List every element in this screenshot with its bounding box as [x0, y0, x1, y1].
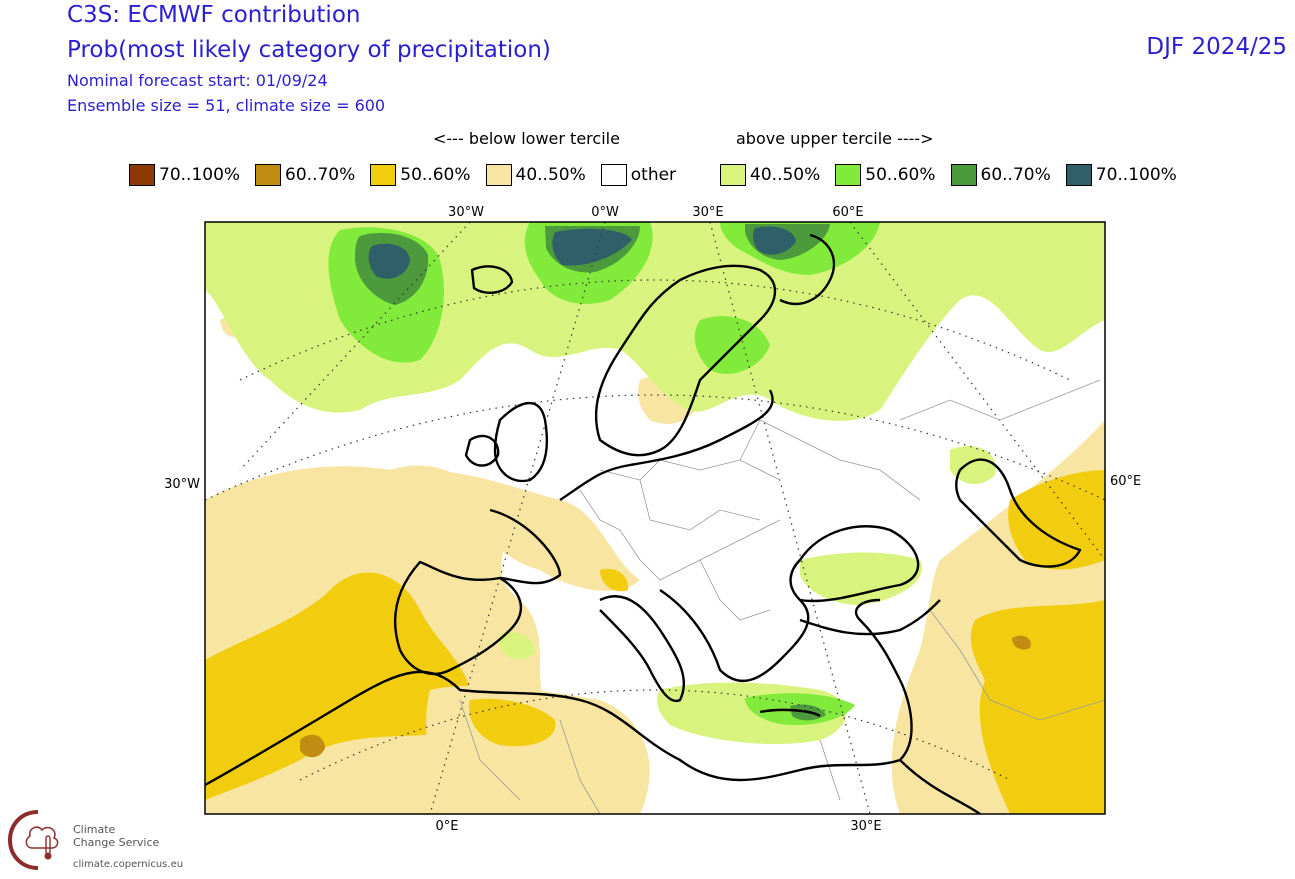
- legend-swatch: [835, 164, 862, 186]
- dry-region-atlantic-core: [205, 572, 472, 800]
- legend-swatch: [600, 164, 627, 186]
- top-lon-label-0w: 0°W: [591, 205, 619, 220]
- legend-label: 50..60%: [865, 165, 936, 185]
- legend-item: 40..50%: [720, 164, 820, 186]
- logo-url: climate.copernicus.eu: [73, 859, 184, 870]
- wet-region-finland: [694, 316, 770, 374]
- bottom-lon-label-0e: 0°E: [436, 819, 459, 834]
- legend-item: 50..60%: [835, 164, 936, 186]
- ensemble-size-text: Ensemble size = 51, climate size = 600: [67, 96, 386, 115]
- below-tercile-label: <--- below lower tercile: [433, 129, 620, 148]
- graticule-meridian-30w: [239, 222, 471, 471]
- legend-item: 60..70%: [950, 164, 1051, 186]
- legend-item: 70..100%: [129, 164, 240, 186]
- coast-balkans: [659, 589, 810, 682]
- legend-label: 70..100%: [159, 165, 241, 185]
- coastlines: [205, 233, 1082, 814]
- wet-region-norwegian-peak: [552, 228, 632, 266]
- probability-field: [205, 222, 1105, 814]
- coast-scandinavia: [594, 264, 777, 457]
- wet-region-greenland-peak: [368, 243, 410, 279]
- legend-swatch: [485, 164, 512, 186]
- thermometer-bulb: [44, 852, 52, 860]
- graticule-parallel-north: [239, 279, 1071, 381]
- map-title-line2: Prob(most likely category of precipitati…: [67, 37, 551, 63]
- logo-name-line1: Climate: [73, 823, 116, 836]
- graticule: [205, 222, 1105, 814]
- top-lon-label-30w: 30°W: [448, 205, 484, 220]
- legend-item: other: [600, 164, 677, 186]
- legend-swatch: [370, 164, 397, 186]
- legend-label: other: [630, 165, 677, 185]
- country-borders: [459, 379, 1105, 814]
- dry-region-atlantic-spot: [300, 734, 325, 758]
- wet-region-black-sea: [800, 552, 922, 605]
- forecast-period: DJF 2024/25: [1146, 34, 1287, 60]
- coast-france: [489, 508, 562, 585]
- dry-region-caspian-core: [1008, 470, 1105, 570]
- top-lon-label-30e: 30°E: [692, 205, 723, 220]
- coast-north-africa: [205, 670, 913, 787]
- dry-region-arabia-core: [970, 600, 1105, 814]
- legend-item: 40..50%: [485, 164, 586, 186]
- logo-name-line2: Change Service: [73, 836, 160, 849]
- dry-region-italy: [600, 568, 629, 592]
- graticule-meridian-30e: [709, 222, 871, 814]
- bottom-lon-label-30e: 30°E: [850, 819, 881, 834]
- coast-turkey: [799, 599, 941, 636]
- legend-swatch: [950, 164, 977, 186]
- coast-levant: [854, 598, 902, 681]
- legend-label: 40..50%: [750, 165, 821, 185]
- dry-region-north-africa-core: [469, 698, 556, 747]
- legend-item: 60..70%: [255, 164, 355, 186]
- dry-region-arabia-spot: [1012, 635, 1031, 650]
- wet-region-tyrrhenian: [500, 632, 535, 660]
- graticule-parallel-south: [299, 689, 1011, 781]
- graticule-meridian-0: [429, 222, 606, 814]
- legend-label: 60..70%: [285, 165, 356, 185]
- coast-ireland: [464, 434, 500, 467]
- top-lon-label-60e: 60°E: [832, 205, 863, 220]
- legend: 70..100% 60..70% 50..60% 40..50% other 40..50…: [129, 164, 1192, 186]
- map-title-line1: C3S: ECMWF contribution: [67, 2, 361, 28]
- coast-crete: [759, 708, 821, 718]
- coast-italy: [599, 595, 686, 703]
- coast-white-sea: [779, 233, 836, 306]
- legend-label: 70..100%: [1095, 165, 1177, 185]
- legend-swatch: [129, 164, 155, 186]
- legend-label: 50..60%: [400, 165, 471, 185]
- wet-region-barents-peak: [753, 226, 796, 255]
- cloud-icon: [25, 826, 59, 849]
- legend-item: 70..100%: [1065, 164, 1177, 186]
- legend-item: 50..60%: [370, 164, 471, 186]
- above-tercile-label: above upper tercile ---->: [736, 129, 934, 148]
- coast-north-sea: [559, 389, 774, 501]
- map-frame: [204, 221, 1106, 815]
- left-lat-label: 30°W: [164, 477, 200, 492]
- coast-black-sea: [789, 525, 920, 603]
- legend-label: 60..70%: [980, 165, 1051, 185]
- coast-arabia: [899, 759, 981, 814]
- logo-arc: [8, 810, 39, 870]
- legend-swatch: [255, 164, 282, 186]
- legend-label: 40..50%: [515, 165, 586, 185]
- legend-swatch: [1065, 164, 1092, 186]
- forecast-start-text: Nominal forecast start: 01/09/24: [67, 71, 328, 90]
- legend-swatch: [720, 164, 747, 186]
- thermometer-icon: [45, 835, 51, 855]
- coast-caspian: [955, 458, 1082, 568]
- coast-iceland: [470, 265, 514, 294]
- wet-region-caucasus: [950, 446, 996, 485]
- coast-iberia: [393, 560, 522, 676]
- copernicus-logo: [8, 810, 59, 870]
- right-lat-label: 60°E: [1110, 474, 1141, 489]
